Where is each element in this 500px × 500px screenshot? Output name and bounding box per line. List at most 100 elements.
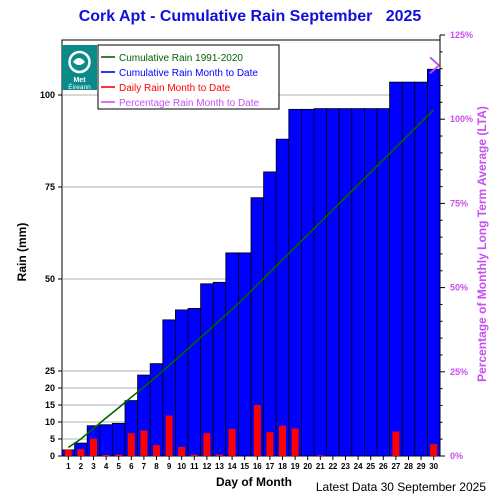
x-tick-label: 8 <box>154 462 159 471</box>
cumulative-bar <box>414 81 428 457</box>
x-tick-label: 4 <box>104 462 109 471</box>
cumulative-bar <box>212 281 227 457</box>
daily-bar <box>77 449 85 456</box>
y-tick-label: 5 <box>50 434 55 444</box>
daily-bar <box>430 444 438 456</box>
cumulative-bar <box>426 68 441 457</box>
cumulative-bar <box>351 108 365 457</box>
x-tick-label: 22 <box>328 462 337 471</box>
logo-swirl-icon <box>73 58 85 65</box>
percentage-marker <box>429 56 440 75</box>
cumulative-bar <box>200 283 214 457</box>
y-tick-label: 50 <box>45 274 55 284</box>
y-tick-label: 0 <box>50 451 55 461</box>
legend-label: Daily Rain Month to Date <box>119 83 231 94</box>
x-tick-label: 21 <box>316 462 325 471</box>
x-tick-label: 18 <box>278 462 287 471</box>
x-tick-label: 17 <box>265 462 274 471</box>
x-tick-label: 2 <box>79 462 84 471</box>
percentage-marker-stroke <box>429 64 440 75</box>
x-tick-label: 12 <box>202 462 211 471</box>
cumulative-bar <box>389 81 403 457</box>
logo-text: Éireann <box>68 82 91 91</box>
daily-bar <box>64 449 72 456</box>
cumulative-bar <box>112 422 126 457</box>
legend-label: Percentage Rain Month to Date <box>119 98 260 109</box>
daily-bar <box>228 428 236 456</box>
x-tick-label: 15 <box>240 462 249 471</box>
y2-tick-label: 25% <box>450 367 468 377</box>
x-tick-label: 13 <box>215 462 224 471</box>
lta-line <box>67 109 435 449</box>
x-tick-label: 9 <box>167 462 172 471</box>
daily-bar <box>316 455 324 456</box>
x-tick-label: 26 <box>379 462 388 471</box>
daily-bar <box>90 438 97 456</box>
y2-tick-label: 100% <box>450 114 473 124</box>
y2-axis-label: Percentage of Monthly Long Term Average … <box>475 106 489 382</box>
x-tick-label: 30 <box>429 462 438 471</box>
x-tick-label: 24 <box>354 462 363 471</box>
y2-tick-label: 50% <box>450 283 468 293</box>
y-tick-label: 10 <box>45 417 55 427</box>
daily-bar <box>253 405 261 456</box>
cumulative-bar <box>149 363 164 457</box>
cumulative-bar <box>187 308 202 457</box>
x-tick-label: 16 <box>253 462 262 471</box>
daily-bar <box>392 431 400 456</box>
y2-tick-label: 0% <box>450 451 463 461</box>
x-tick-label: 23 <box>341 462 350 471</box>
daily-bar <box>165 415 173 456</box>
x-tick-label: 1 <box>66 462 71 471</box>
x-tick-label: 11 <box>190 462 199 471</box>
cumulative-bar <box>300 108 315 457</box>
x-tick-label: 5 <box>116 462 121 471</box>
cumulative-bar <box>99 424 113 457</box>
legend-box <box>97 44 280 110</box>
cumulative-bar <box>263 171 277 457</box>
y-tick-label: 75 <box>45 182 55 192</box>
cumulative-bar <box>225 252 239 457</box>
daily-bar <box>115 454 123 456</box>
x-tick-label: 27 <box>391 462 400 471</box>
daily-bar <box>216 454 223 456</box>
y2-tick-label: 125% <box>450 30 473 40</box>
chart-title: Cork Apt - Cumulative Rain September 202… <box>78 8 422 25</box>
cumulative-bar <box>338 108 353 457</box>
y-tick-label: 25 <box>45 366 55 376</box>
legend-label: Cumulative Rain 1991-2020 <box>119 53 243 64</box>
y-tick-label: 100 <box>40 90 55 100</box>
y-tick-label: 20 <box>45 383 55 393</box>
daily-bar <box>203 433 211 456</box>
daily-bar <box>102 454 110 456</box>
daily-bar <box>140 430 148 456</box>
x-tick-label: 29 <box>417 462 426 471</box>
cumulative-bar <box>313 108 328 457</box>
x-tick-label: 25 <box>366 462 375 471</box>
daily-bar <box>279 425 286 456</box>
cumulative-bar <box>237 252 252 457</box>
logo-text: Met <box>73 77 86 84</box>
x-axis-label: Day of Month <box>216 475 292 489</box>
legend: Cumulative Rain 1991-2020 Cumulative Rain… <box>97 44 280 110</box>
x-tick-label: 7 <box>142 462 147 471</box>
x-tick-label: 14 <box>228 462 237 471</box>
daily-bar <box>190 454 198 456</box>
y-axis-label: Rain (mm) <box>15 222 29 282</box>
x-tick-label: 3 <box>91 462 96 471</box>
cumulative-bar <box>288 108 302 457</box>
logo-swirl-icon <box>68 50 91 74</box>
daily-bar <box>291 428 299 456</box>
x-tick-label: 10 <box>177 462 186 471</box>
y2-tick-label: 75% <box>450 198 468 208</box>
x-tick-label: 19 <box>291 462 300 471</box>
cumulative-bar <box>326 108 340 457</box>
daily-bar <box>266 432 274 456</box>
x-tick-label: 20 <box>303 462 312 471</box>
x-tick-label: 28 <box>404 462 413 471</box>
y-tick-label: 15 <box>45 400 55 410</box>
daily-bar <box>178 446 186 456</box>
percentage-marker-stroke <box>429 56 440 67</box>
